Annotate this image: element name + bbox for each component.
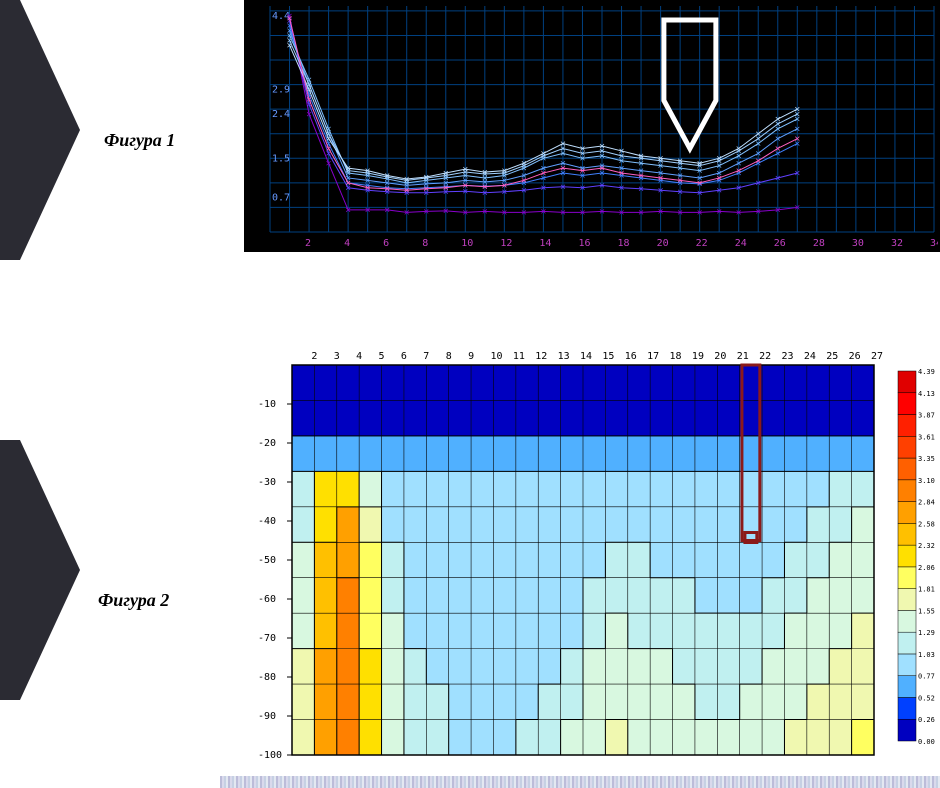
- svg-text:20: 20: [714, 351, 726, 362]
- svg-text:3.61: 3.61: [918, 433, 935, 441]
- svg-text:22: 22: [696, 238, 708, 249]
- svg-text:1.81: 1.81: [918, 586, 935, 594]
- svg-text:25: 25: [826, 351, 838, 362]
- svg-text:2.9: 2.9: [272, 85, 290, 96]
- svg-text:15: 15: [602, 351, 614, 362]
- svg-text:8: 8: [446, 351, 452, 362]
- svg-text:34: 34: [930, 238, 938, 249]
- svg-text:3.35: 3.35: [918, 455, 935, 463]
- svg-text:6: 6: [383, 238, 389, 249]
- svg-text:3: 3: [334, 351, 340, 362]
- svg-text:0.77: 0.77: [918, 673, 935, 681]
- svg-text:-40: -40: [258, 516, 276, 527]
- svg-text:1.29: 1.29: [918, 629, 935, 637]
- svg-text:-70: -70: [258, 633, 276, 644]
- svg-text:-20: -20: [258, 438, 276, 449]
- svg-text:30: 30: [852, 238, 864, 249]
- svg-text:2.32: 2.32: [918, 542, 935, 550]
- svg-text:1.03: 1.03: [918, 651, 935, 659]
- svg-text:27: 27: [871, 351, 883, 362]
- svg-text:16: 16: [625, 351, 637, 362]
- svg-text:20: 20: [657, 238, 669, 249]
- svg-text:0.7: 0.7: [272, 193, 290, 204]
- svg-text:3.87: 3.87: [918, 412, 935, 420]
- svg-text:1.55: 1.55: [918, 607, 935, 615]
- svg-text:2: 2: [311, 351, 317, 362]
- svg-text:6: 6: [401, 351, 407, 362]
- svg-text:7: 7: [423, 351, 429, 362]
- decor-chevron-2: [0, 440, 80, 700]
- decorative-strip: [220, 776, 940, 788]
- figure-1-label: Фигура 1: [104, 130, 175, 151]
- svg-text:4: 4: [356, 351, 362, 362]
- svg-text:22: 22: [759, 351, 771, 362]
- svg-text:32: 32: [891, 238, 903, 249]
- svg-text:2: 2: [305, 238, 311, 249]
- figure-2-label: Фигура 2: [98, 590, 169, 611]
- svg-text:12: 12: [500, 238, 512, 249]
- svg-text:21: 21: [737, 351, 749, 362]
- svg-text:-60: -60: [258, 594, 276, 605]
- svg-text:18: 18: [618, 238, 630, 249]
- svg-text:4.13: 4.13: [918, 390, 935, 398]
- decor-chevron-1: [0, 0, 80, 260]
- svg-text:18: 18: [670, 351, 682, 362]
- svg-text:2.06: 2.06: [918, 564, 935, 572]
- svg-text:13: 13: [558, 351, 570, 362]
- svg-text:24: 24: [804, 351, 816, 362]
- svg-text:28: 28: [813, 238, 825, 249]
- svg-text:19: 19: [692, 351, 704, 362]
- svg-text:5: 5: [379, 351, 385, 362]
- svg-text:2.84: 2.84: [918, 499, 935, 507]
- svg-text:3.10: 3.10: [918, 477, 935, 485]
- svg-text:16: 16: [578, 238, 590, 249]
- svg-text:24: 24: [735, 238, 747, 249]
- svg-text:14: 14: [580, 351, 592, 362]
- svg-text:8: 8: [422, 238, 428, 249]
- svg-text:10: 10: [461, 238, 473, 249]
- svg-text:26: 26: [774, 238, 786, 249]
- svg-text:1.5: 1.5: [272, 153, 290, 164]
- svg-text:2.58: 2.58: [918, 520, 935, 528]
- svg-text:-90: -90: [258, 711, 276, 722]
- svg-text:-30: -30: [258, 477, 276, 488]
- svg-text:11: 11: [513, 351, 525, 362]
- svg-text:4.4: 4.4: [272, 11, 290, 22]
- svg-text:9: 9: [468, 351, 474, 362]
- svg-text:17: 17: [647, 351, 659, 362]
- contour-chart: 2345678910111213141516171819202122232425…: [244, 345, 940, 765]
- svg-text:-50: -50: [258, 555, 276, 566]
- svg-text:-100: -100: [258, 750, 282, 761]
- svg-text:0.00: 0.00: [918, 738, 935, 746]
- svg-text:23: 23: [781, 351, 793, 362]
- svg-text:0.52: 0.52: [918, 694, 935, 702]
- svg-text:12: 12: [535, 351, 547, 362]
- svg-text:14: 14: [539, 238, 551, 249]
- svg-text:2.4: 2.4: [272, 109, 290, 120]
- svg-text:-80: -80: [258, 672, 276, 683]
- svg-text:0.26: 0.26: [918, 716, 935, 724]
- svg-text:4.39: 4.39: [918, 368, 935, 376]
- svg-text:4: 4: [344, 238, 350, 249]
- svg-text:10: 10: [490, 351, 502, 362]
- svg-text:26: 26: [849, 351, 861, 362]
- line-chart: 0.71.52.42.94.42468101214161820222426283…: [244, 0, 940, 252]
- svg-text:-10: -10: [258, 399, 276, 410]
